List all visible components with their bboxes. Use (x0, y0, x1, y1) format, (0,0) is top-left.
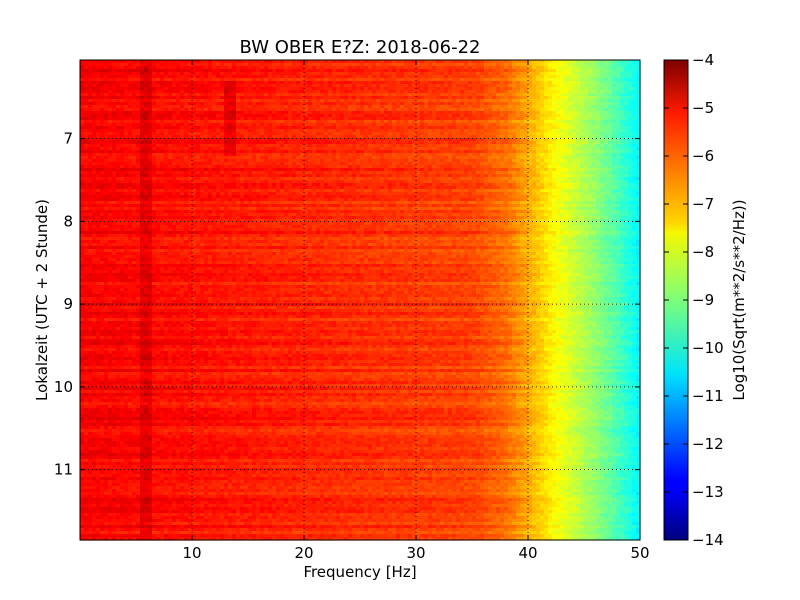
heatmap-plot-area (80, 60, 641, 541)
chart-title: BW OBER E?Z: 2018-06-22 (240, 37, 481, 58)
